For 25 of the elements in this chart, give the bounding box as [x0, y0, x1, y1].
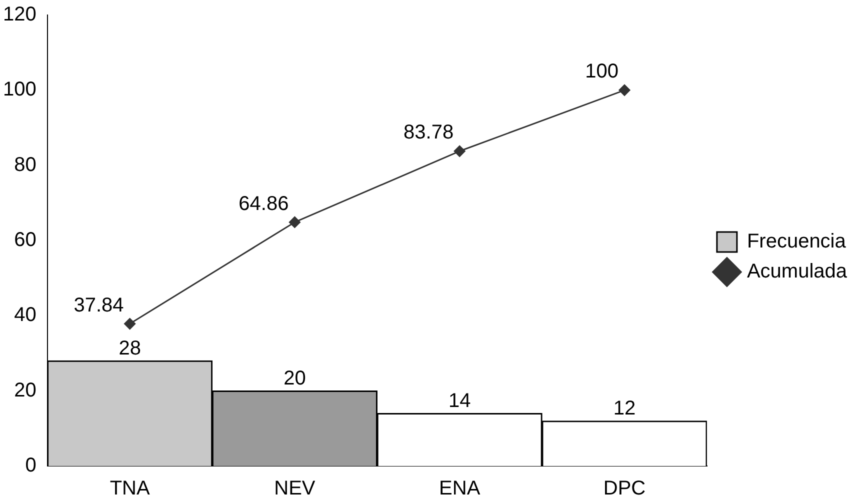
y-tick-label: 20: [14, 379, 36, 402]
legend-label: Frecuencia: [746, 230, 847, 253]
y-tick-label: 120: [2, 4, 36, 26]
data-label: 64.86: [238, 192, 289, 215]
data-label: 100: [585, 60, 618, 83]
y-tick-label: 40: [14, 304, 36, 326]
data-label: 28: [118, 337, 141, 360]
x-tick-label: TNA: [110, 478, 150, 500]
point: [454, 145, 466, 157]
x-tick-label: NEV: [274, 478, 316, 500]
data-label: 37.84: [74, 294, 124, 316]
point: [288, 216, 300, 228]
y-tick-label: 0: [25, 454, 36, 477]
y-tick-label: 80: [14, 154, 36, 176]
y-tick-label: 60: [14, 229, 36, 252]
legend-label: Acumulada: [746, 260, 848, 283]
data-label: 12: [613, 397, 636, 420]
point: [124, 318, 136, 330]
data-label: 14: [448, 390, 471, 412]
point: [618, 84, 630, 96]
data-label: 83.78: [404, 122, 454, 144]
y-tick-label: 100: [2, 78, 36, 101]
x-tick-label: DPC: [603, 478, 646, 500]
x-tick-label: ENA: [439, 478, 481, 500]
data-label: 20: [284, 367, 306, 390]
